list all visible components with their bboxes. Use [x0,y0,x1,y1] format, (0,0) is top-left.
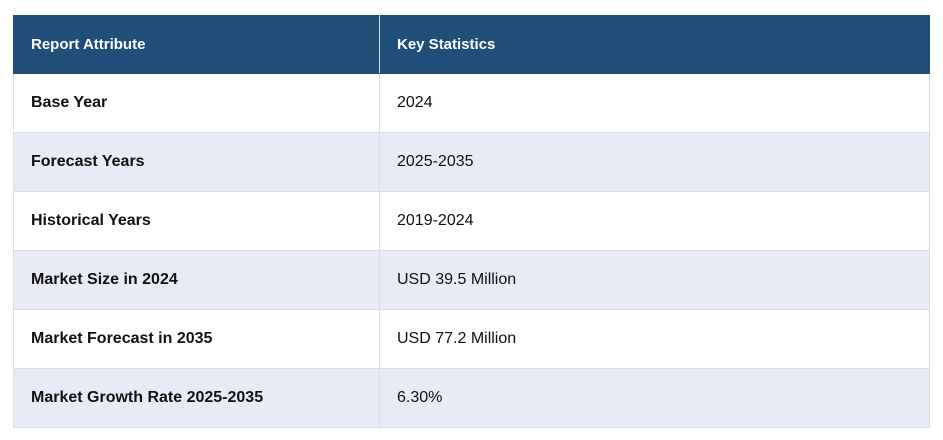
table-row: Historical Years 2019-2024 [13,191,930,251]
row-attribute: Base Year [13,73,380,133]
header-key-statistics: Key Statistics [379,15,930,74]
row-value: USD 39.5 Million [379,250,930,310]
table-row: Market Growth Rate 2025-2035 6.30% [13,368,930,428]
row-value: USD 77.2 Million [379,309,930,369]
header-report-attribute: Report Attribute [13,15,380,74]
table-header: Report Attribute Key Statistics [13,15,930,74]
row-attribute: Market Forecast in 2035 [13,309,380,369]
table-row: Market Forecast in 2035 USD 77.2 Million [13,309,930,369]
row-value: 2019-2024 [379,191,930,251]
row-attribute: Historical Years [13,191,380,251]
row-value: 2024 [379,73,930,133]
table-row: Market Size in 2024 USD 39.5 Million [13,250,930,310]
report-attributes-table: Report Attribute Key Statistics Base Yea… [13,15,930,428]
header-row: Report Attribute Key Statistics [13,15,930,74]
row-attribute: Forecast Years [13,132,380,192]
row-attribute: Market Size in 2024 [13,250,380,310]
row-value: 6.30% [379,368,930,428]
report-table-container: Report Attribute Key Statistics Base Yea… [13,15,930,428]
table-body: Base Year 2024 Forecast Years 2025-2035 … [13,73,930,428]
table-row: Forecast Years 2025-2035 [13,132,930,192]
row-attribute: Market Growth Rate 2025-2035 [13,368,380,428]
row-value: 2025-2035 [379,132,930,192]
table-row: Base Year 2024 [13,73,930,133]
